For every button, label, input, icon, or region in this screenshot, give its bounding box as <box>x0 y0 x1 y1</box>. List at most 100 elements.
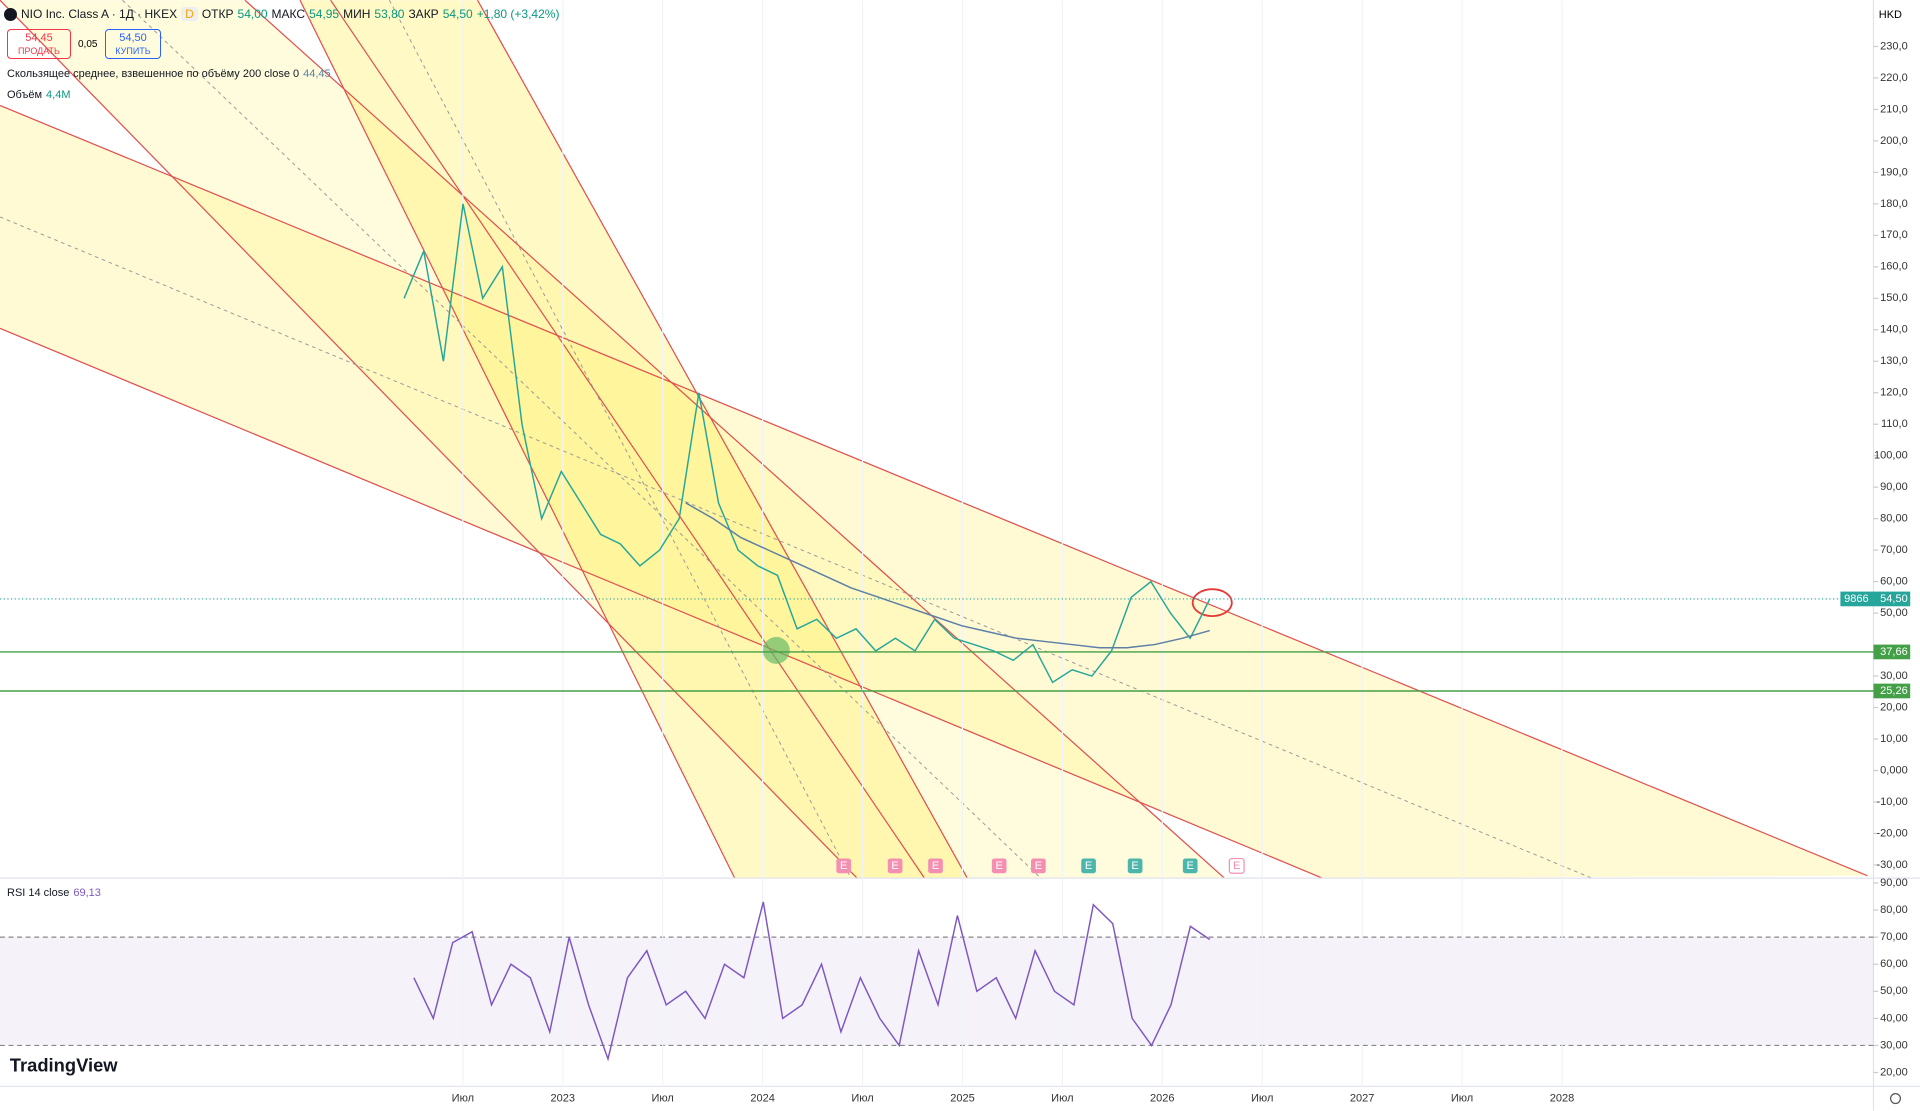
y-tick-label: 60,00 <box>1880 958 1908 970</box>
sell-label: ПРОДАТЬ <box>18 46 60 56</box>
value: 54,95 <box>309 7 340 21</box>
y-tick-label: 180,0 <box>1880 198 1908 210</box>
y-tick-label: -30,00 <box>1877 859 1908 871</box>
x-tick-label: Июл <box>1451 1092 1473 1104</box>
y-tick-label: -10,00 <box>1877 796 1908 808</box>
settings-icon[interactable] <box>1890 1093 1902 1105</box>
value: 69,13 <box>73 887 101 899</box>
y-tick-label: 70,00 <box>1880 544 1908 556</box>
svg-text:E: E <box>1187 860 1194 872</box>
level-label-bg <box>1873 644 1911 660</box>
y-tick-label: 170,0 <box>1880 229 1908 241</box>
buy-label: КУПИТЬ <box>115 46 151 56</box>
channel-line <box>0 327 1323 879</box>
y-tick-label: 140,0 <box>1880 324 1908 336</box>
earnings[interactable]: E <box>887 858 903 874</box>
y-tick-label: 70,00 <box>1880 931 1908 943</box>
x-tick-label: 2027 <box>1350 1092 1375 1104</box>
earnings[interactable]: E <box>1127 858 1143 874</box>
label: Объём <box>7 89 43 101</box>
x-tick-label: 2026 <box>1150 1092 1175 1104</box>
y-tick-label: 50,00 <box>1880 607 1908 619</box>
earnings[interactable]: E <box>1182 858 1198 874</box>
header: NIO Inc. Class A · 1Д · HKEX D ОТКР 54,00… <box>4 7 559 21</box>
y-tick-label: 160,0 <box>1880 261 1908 273</box>
sell-price: 54,45 <box>25 32 53 44</box>
value: 53,80 <box>374 7 405 21</box>
current-price-bg <box>1873 591 1911 607</box>
buy-button[interactable]: 54,50 КУПИТЬ <box>105 29 161 59</box>
rsi-line <box>413 901 1211 1062</box>
vwma-legend[interactable]: Скользящее среднее, взвешенное по объёму… <box>7 68 331 80</box>
x-tick-label: Июл <box>652 1092 674 1104</box>
value: 4,4M <box>46 89 71 101</box>
x-tick-label: Июл <box>1051 1092 1073 1104</box>
y-tick-label: 80,00 <box>1880 904 1908 916</box>
y-tick-label: 120,0 <box>1880 387 1908 399</box>
y-tick-label: 150,0 <box>1880 292 1908 304</box>
channel-line <box>0 104 1868 877</box>
level-label: 37,66 <box>1880 646 1908 658</box>
spread: 0,05 <box>78 39 98 50</box>
level-label-bg <box>1873 683 1911 699</box>
rsi-legend[interactable]: RSI 14 close 69,13 <box>7 887 101 899</box>
y-tick-label: 30,00 <box>1880 1039 1908 1051</box>
value: 54,50 <box>442 7 473 21</box>
earnings[interactable]: E <box>928 858 943 874</box>
label: Скользящее среднее, взвешенное по объёму… <box>7 68 300 80</box>
y-tick-label: 90,00 <box>1880 481 1908 493</box>
y-tick-label: 210,0 <box>1880 103 1908 115</box>
y-tick-label: 60,00 <box>1880 576 1908 588</box>
rsi-band <box>0 937 1874 1046</box>
y-tick-label: 40,00 <box>1880 1012 1908 1024</box>
channel-midline <box>122 0 1042 879</box>
svg-text:E: E <box>1085 860 1092 872</box>
label: ЗАКР <box>408 7 439 21</box>
x-tick-label: Июл <box>1251 1092 1273 1104</box>
y-tick-label: 100,00 <box>1874 450 1908 462</box>
earnings[interactable]: E <box>1031 858 1046 874</box>
channel-midline <box>0 216 1593 879</box>
marker-ellipse <box>1191 588 1233 618</box>
y-tick-label: 30,00 <box>1880 670 1908 682</box>
vwma-line <box>685 502 1210 649</box>
marker-circle <box>762 636 790 664</box>
y-tick-label: 50,00 <box>1880 985 1908 997</box>
svg-text:E: E <box>1035 860 1042 872</box>
y-tick-label: 10,00 <box>1880 733 1908 745</box>
label: МИН <box>343 7 371 21</box>
x-tick-label: 2025 <box>950 1092 975 1104</box>
volume-legend[interactable]: Объём 4,4M <box>7 89 71 101</box>
x-tick-label: 2028 <box>1550 1092 1575 1104</box>
channel-line <box>330 0 925 879</box>
buy-price: 54,50 <box>119 32 147 44</box>
x-tick-label: 2023 <box>551 1092 576 1104</box>
y-tick-label: -20,00 <box>1877 827 1908 839</box>
earnings[interactable]: E <box>1228 857 1245 874</box>
y-tick-label: 200,0 <box>1880 135 1908 147</box>
channel-line <box>477 0 968 879</box>
countdown-bg <box>1840 591 1874 607</box>
value: 44,45 <box>303 68 331 80</box>
level-label: 25,26 <box>1880 685 1908 697</box>
channel-line <box>0 0 858 879</box>
earnings[interactable]: E <box>836 858 852 874</box>
y-tick-label: 20,00 <box>1880 701 1908 713</box>
y-tick-label: 90,00 <box>1880 877 1908 889</box>
currency[interactable]: HKD <box>1878 9 1902 21</box>
sell-button[interactable]: 54,45 ПРОДАТЬ <box>7 29 71 59</box>
value: 54,00 <box>237 7 268 21</box>
change: +1,80 (+3,42%) <box>476 7 560 21</box>
earnings[interactable]: E <box>1081 858 1096 874</box>
earnings[interactable]: E <box>991 858 1007 874</box>
y-tick-label: 0,000 <box>1880 764 1908 776</box>
svg-text:E: E <box>840 860 847 872</box>
y-tick-label: 20,00 <box>1880 1066 1908 1078</box>
channel-line <box>244 0 1225 879</box>
label: ОТКР <box>201 7 234 21</box>
badge: D <box>181 7 198 21</box>
svg-text:E: E <box>932 860 939 872</box>
logo[interactable]: TradingView <box>10 1055 119 1076</box>
symbol[interactable]: NIO Inc. Class A · 1Д · HKEX <box>21 7 178 21</box>
